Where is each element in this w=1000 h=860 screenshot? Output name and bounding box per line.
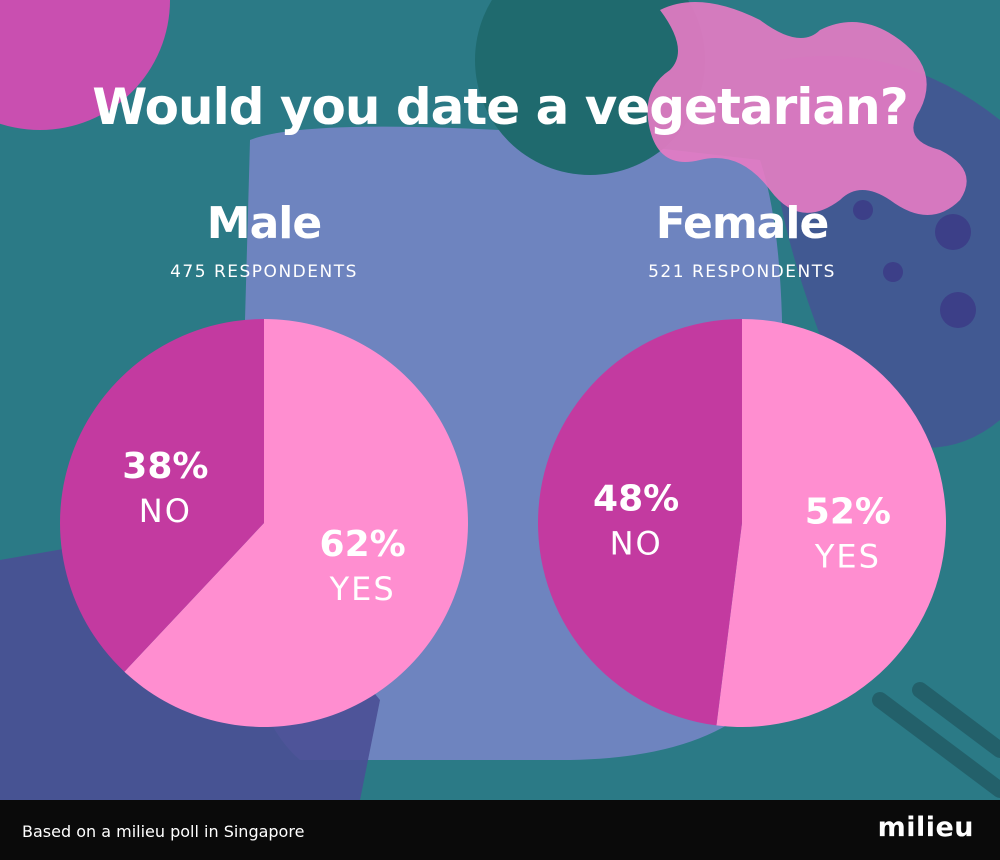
female-pie-slice-no bbox=[537, 319, 742, 726]
female-respondents: 521 RESPONDENTS bbox=[648, 262, 836, 282]
female-pie-slice-yes bbox=[716, 319, 946, 727]
male-pie-slice-yes bbox=[124, 319, 469, 727]
female-yes-category-label: YES bbox=[814, 538, 881, 576]
pie-charts: 62% YES 38% NO 52% YES 48% NO bbox=[60, 319, 946, 727]
male-no-category-label: NO bbox=[139, 492, 192, 530]
female-yes-percent-label: 52% bbox=[805, 492, 891, 533]
male-yes-category-label: YES bbox=[329, 570, 396, 608]
footer-bar: Based on a milieu poll in Singapore mili… bbox=[0, 800, 1000, 860]
brand-logo: milieu bbox=[877, 812, 974, 843]
male-yes-percent-label: 62% bbox=[320, 524, 406, 565]
page-title: Would you date a vegetarian? bbox=[92, 78, 908, 136]
female-chart-title: Female bbox=[655, 198, 830, 249]
male-no-percent-label: 38% bbox=[122, 446, 208, 487]
male-pie-slice-no bbox=[60, 319, 265, 672]
male-respondents: 475 RESPONDENTS bbox=[170, 262, 358, 282]
female-no-percent-label: 48% bbox=[593, 478, 679, 519]
female-no-category-label: NO bbox=[610, 524, 663, 562]
footer-note: Based on a milieu poll in Singapore bbox=[22, 822, 305, 841]
male-chart-title: Male bbox=[206, 198, 322, 249]
